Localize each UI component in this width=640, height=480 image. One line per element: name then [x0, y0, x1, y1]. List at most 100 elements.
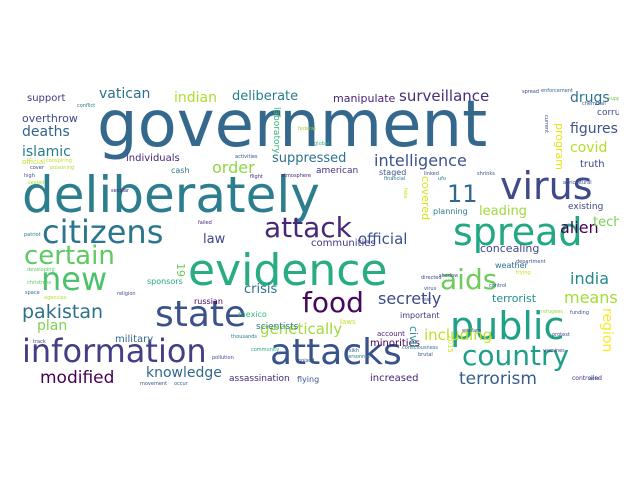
- word-financial: fake: [402, 188, 408, 199]
- word-sikh: war: [422, 297, 432, 303]
- word-food: food: [302, 286, 364, 319]
- word-control: warfare: [462, 328, 482, 334]
- word-sponsors: scientists: [256, 322, 299, 332]
- word-religion: suppressing: [608, 96, 619, 102]
- word-aids: aids: [440, 263, 498, 296]
- word-russian: existing: [568, 202, 604, 212]
- word-poisoning: conspiring: [46, 158, 72, 164]
- word-overthrow: overthrow: [22, 112, 78, 125]
- word-poised: global: [314, 141, 330, 147]
- word-cover: high: [24, 173, 35, 179]
- word-including: region: [599, 308, 615, 353]
- word-planning: covered: [419, 176, 432, 221]
- word-chemtrail: shrinks: [477, 171, 495, 177]
- word-enforcement: conflict: [77, 103, 96, 109]
- word-failed: developing: [27, 267, 55, 273]
- word-agencies: shadow: [439, 273, 459, 279]
- word-conspiring: account: [377, 330, 405, 338]
- word-current: enforcement: [541, 88, 573, 94]
- word-space: secular: [111, 188, 130, 194]
- word-citizens: citizens: [42, 213, 164, 251]
- word-linked: financial: [384, 176, 406, 182]
- word-order: order: [212, 158, 255, 177]
- word-increased: flying: [297, 375, 320, 384]
- word-modified: modified: [40, 368, 115, 387]
- word-spread: spread: [453, 210, 583, 254]
- word-funding: vaccines: [543, 348, 565, 354]
- word-important: official: [22, 158, 46, 166]
- word-involved: personnel: [345, 354, 370, 360]
- word-high: patriot: [24, 232, 41, 238]
- word-department: agricultural: [563, 180, 592, 186]
- word-civil: minorities: [370, 338, 420, 349]
- word-terrorism: terrorism: [459, 369, 537, 388]
- word-track: movement: [140, 381, 168, 387]
- word-deaths: deaths: [22, 124, 70, 140]
- word-covid: covid: [570, 140, 608, 156]
- word-global: funding: [570, 310, 590, 316]
- word-war: virus: [424, 286, 437, 292]
- word-shrinks: poised: [298, 358, 315, 364]
- word-new: new: [41, 260, 108, 298]
- word-movement: occur: [174, 381, 188, 387]
- word-virus-small: christmas: [27, 280, 52, 286]
- word-indian: indian: [174, 90, 217, 106]
- word-attacks: attacks: [270, 332, 402, 373]
- word-sealed: cover: [30, 165, 44, 171]
- word-india: india: [570, 269, 609, 288]
- word-weather: laws: [340, 318, 356, 326]
- word-secular: track: [33, 339, 46, 345]
- word-plan: technology: [593, 215, 619, 230]
- word-vatican: vatican: [99, 86, 151, 102]
- word-flight: spread: [522, 89, 540, 95]
- word-occur: controlled: [572, 375, 602, 382]
- word-support: support: [27, 93, 66, 104]
- word-genetically: genetically: [260, 320, 343, 338]
- word-concealing: leading: [479, 204, 527, 219]
- word-christmas: sealed: [28, 180, 45, 186]
- word-cloud: government deliberately evidence attacks…: [22, 85, 619, 387]
- word-manipulate: manipulate: [333, 92, 396, 105]
- word-thousands: failed: [198, 220, 212, 226]
- word-intelligence: intelligence: [374, 151, 467, 170]
- word-consciousness: community: [251, 347, 280, 353]
- word-community: thousands: [231, 334, 257, 340]
- word-flying: assassination: [229, 374, 290, 384]
- word-state: state: [155, 294, 247, 335]
- word-surveillance: surveillance: [399, 87, 490, 105]
- word-secretly: secretly: [378, 289, 442, 308]
- word-conflict: activities: [235, 154, 258, 160]
- word-fake: space: [25, 290, 40, 296]
- word-government: government: [97, 88, 488, 162]
- word-agricultural: acts: [589, 376, 600, 382]
- word-shadow: pollution: [212, 355, 234, 361]
- word-staged: american: [316, 166, 359, 176]
- word-federal: agencies: [44, 295, 67, 301]
- word-brutal: sikh: [349, 348, 360, 354]
- word-acts: directed: [421, 275, 442, 281]
- word-leading: crisis: [244, 282, 278, 297]
- word-spread-small: poisoning: [50, 165, 75, 171]
- word-2015: cash: [171, 166, 190, 175]
- word-developing: trying: [516, 270, 531, 276]
- word-laboratory: 2015: [446, 335, 454, 353]
- word-suppressed: suppressed: [272, 151, 347, 166]
- word-country: country: [462, 339, 570, 372]
- word-atmosphere: flight: [250, 174, 263, 180]
- word-protest: chemtrail: [582, 101, 606, 107]
- word-mexico: russian: [194, 297, 223, 306]
- word-deliberately: deliberately: [22, 166, 320, 224]
- word-minorities: increased: [370, 373, 419, 384]
- word-means: means: [564, 288, 618, 307]
- word-attack: attack: [264, 211, 352, 244]
- word-information: information: [22, 332, 207, 370]
- word-directed: religion: [117, 291, 136, 297]
- word-11: 11: [447, 180, 478, 208]
- word-trying: department: [516, 259, 546, 265]
- word-communities: terrorist: [492, 292, 537, 305]
- word-account: weather: [495, 261, 528, 270]
- word-military: 19: [174, 263, 187, 277]
- word-existing: planning: [433, 207, 468, 216]
- word-law: law: [203, 232, 226, 247]
- word-official: official: [358, 230, 408, 248]
